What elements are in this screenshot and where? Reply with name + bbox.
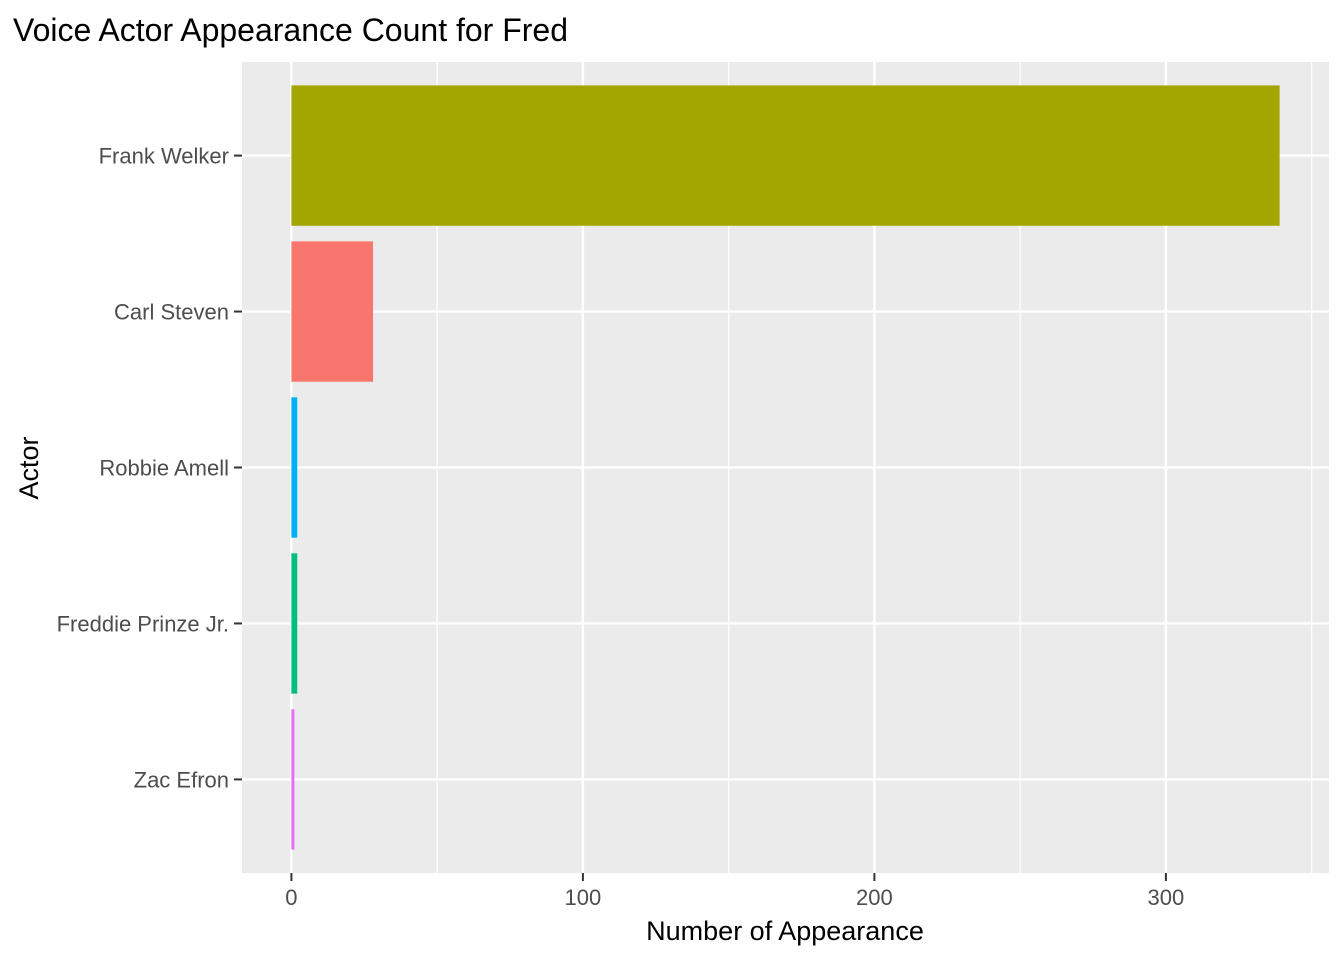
y-axis-title: Actor: [14, 436, 44, 499]
chart-title: Voice Actor Appearance Count for Fred: [13, 12, 568, 48]
y-tick-label: Robbie Amell: [99, 456, 229, 481]
bars: [291, 85, 1280, 850]
y-axis: Frank Welker Carl Steven Robbie Amell Fredd…: [57, 144, 242, 792]
x-tick-label: 200: [856, 885, 893, 910]
bar: [291, 709, 295, 850]
bar: [291, 241, 374, 382]
bar: [291, 85, 1280, 226]
x-tick-label: 0: [285, 885, 297, 910]
y-tick-label: Frank Welker: [99, 144, 229, 169]
y-tick-label: Carl Steven: [114, 300, 229, 325]
y-tick-label: Freddie Prinze Jr.: [57, 611, 229, 636]
x-tick-label: 100: [565, 885, 602, 910]
bar: [291, 553, 298, 694]
x-tick-label: 300: [1148, 885, 1185, 910]
x-axis: 0 100 200 300: [285, 873, 1184, 910]
y-tick-label: Zac Efron: [134, 767, 229, 792]
bar: [291, 397, 298, 538]
x-axis-title: Number of Appearance: [646, 916, 924, 946]
